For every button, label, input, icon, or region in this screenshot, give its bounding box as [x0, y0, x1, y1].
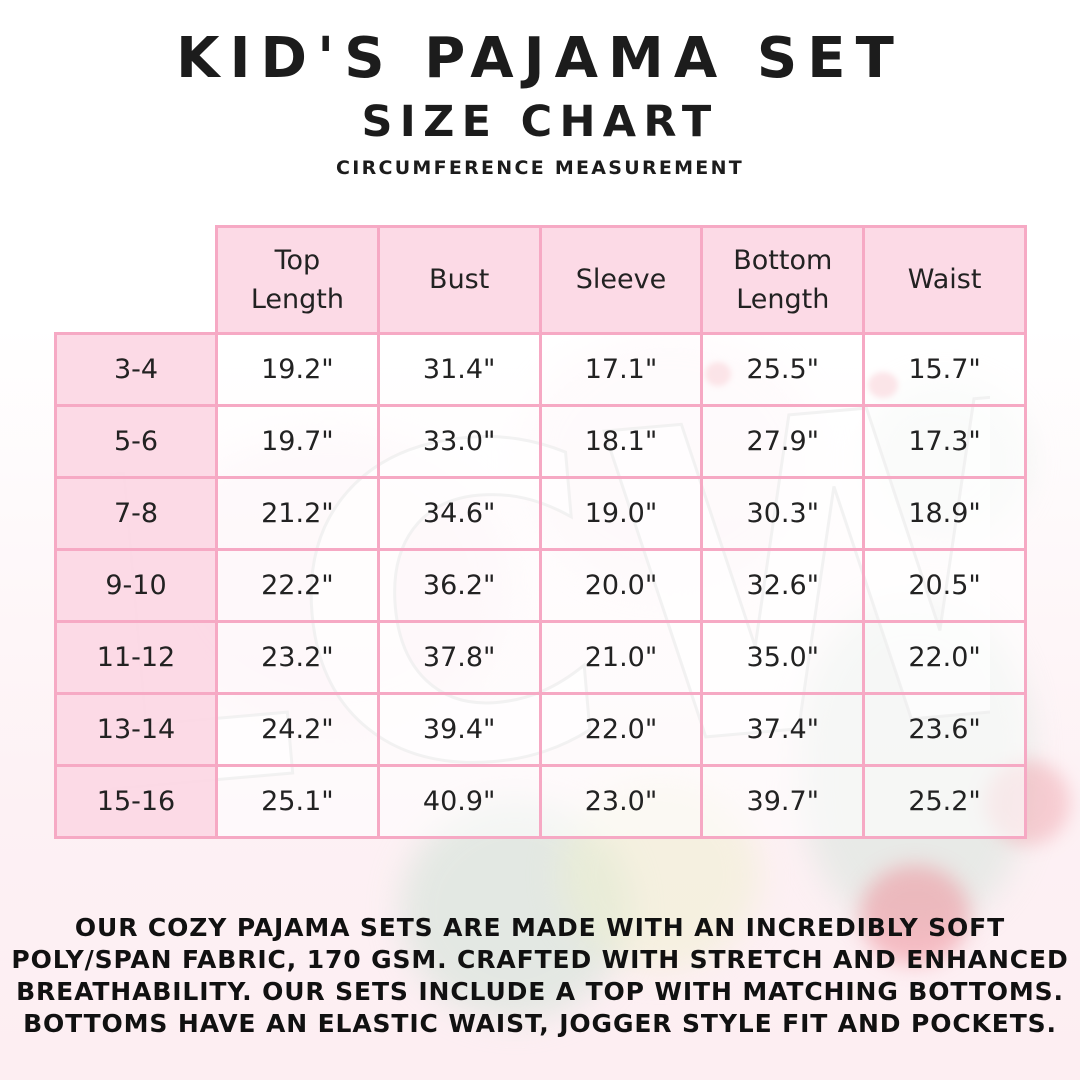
table-row: 7-8 21.2" 34.6" 19.0" 30.3" 18.9"	[54, 476, 1027, 551]
column-header-sleeve: Sleeve	[538, 225, 704, 335]
size-chart-table: Top Length Bust Sleeve Bottom Length Wai…	[54, 225, 1027, 839]
measurement-note: CIRCUMFERENCE MEASUREMENT	[336, 157, 744, 179]
measurement-cell: 34.6"	[376, 476, 542, 551]
measurement-cell: 25.1"	[215, 764, 380, 839]
header-row: Top Length Bust Sleeve Bottom Length Wai…	[56, 225, 1027, 335]
measurement-cell: 21.0"	[538, 620, 704, 695]
measurement-cell: 19.2"	[215, 332, 380, 407]
description-line: BOTTOMS HAVE AN ELASTIC WAIST, JOGGER ST…	[23, 1009, 1057, 1038]
measurement-cell: 17.1"	[538, 332, 704, 407]
measurement-cell: 23.6"	[862, 692, 1027, 767]
measurement-cell: 39.4"	[376, 692, 542, 767]
measurement-cell: 37.4"	[700, 692, 866, 767]
description-line: POLY/SPAN FABRIC, 170 GSM. CRAFTED WITH …	[11, 945, 1069, 974]
table-row: 3-4 19.2" 31.4" 17.1" 25.5" 15.7"	[54, 332, 1027, 407]
page-subtitle: SIZE CHART	[361, 97, 719, 147]
measurement-cell: 25.2"	[862, 764, 1027, 839]
measurement-cell: 33.0"	[376, 404, 542, 479]
measurement-cell: 30.3"	[700, 476, 866, 551]
measurement-cell: 18.1"	[538, 404, 704, 479]
measurement-cell: 17.3"	[862, 404, 1027, 479]
header: KID'S PAJAMA SET SIZE CHART CIRCUMFERENC…	[0, 0, 1080, 179]
table-row: 11-12 23.2" 37.8" 21.0" 35.0" 22.0"	[54, 620, 1027, 695]
measurement-cell: 18.9"	[862, 476, 1027, 551]
measurement-cell: 35.0"	[700, 620, 866, 695]
size-label: 3-4	[54, 332, 218, 407]
measurement-cell: 23.2"	[215, 620, 380, 695]
size-label: 7-8	[54, 476, 218, 551]
table-row: 13-14 24.2" 39.4" 22.0" 37.4" 23.6"	[54, 692, 1027, 767]
measurement-cell: 27.9"	[700, 404, 866, 479]
measurement-cell: 19.7"	[215, 404, 380, 479]
column-header-top-length: Top Length	[215, 225, 380, 335]
description-line: BREATHABILITY. OUR SETS INCLUDE A TOP WI…	[16, 977, 1064, 1006]
table-row: 5-6 19.7" 33.0" 18.1" 27.9" 17.3"	[54, 404, 1027, 479]
measurement-cell: 36.2"	[376, 548, 542, 623]
corner-cell	[56, 227, 217, 334]
measurement-cell: 22.2"	[215, 548, 380, 623]
measurement-cell: 19.0"	[538, 476, 704, 551]
measurement-cell: 37.8"	[376, 620, 542, 695]
measurement-cell: 32.6"	[700, 548, 866, 623]
size-label: 9-10	[54, 548, 218, 623]
page-title: KID'S PAJAMA SET	[176, 26, 904, 91]
measurement-cell: 31.4"	[376, 332, 542, 407]
size-label: 5-6	[54, 404, 218, 479]
column-header-waist: Waist	[862, 225, 1027, 335]
measurement-cell: 25.5"	[700, 332, 866, 407]
size-label: 13-14	[54, 692, 218, 767]
measurement-cell: 21.2"	[215, 476, 380, 551]
measurement-cell: 20.5"	[862, 548, 1027, 623]
table-row: 15-16 25.1" 40.9" 23.0" 39.7" 25.2"	[54, 764, 1027, 839]
measurement-cell: 40.9"	[376, 764, 542, 839]
column-header-bust: Bust	[376, 225, 542, 335]
measurement-cell: 22.0"	[862, 620, 1027, 695]
product-description: OUR COZY PAJAMA SETS ARE MADE WITH AN IN…	[0, 912, 1080, 1040]
measurement-cell: 20.0"	[538, 548, 704, 623]
size-label: 15-16	[54, 764, 218, 839]
measurement-cell: 24.2"	[215, 692, 380, 767]
description-line: OUR COZY PAJAMA SETS ARE MADE WITH AN IN…	[74, 913, 1006, 942]
measurement-cell: 23.0"	[538, 764, 704, 839]
measurement-cell: 15.7"	[862, 332, 1027, 407]
measurement-cell: 39.7"	[700, 764, 866, 839]
measurement-cell: 22.0"	[538, 692, 704, 767]
size-label: 11-12	[54, 620, 218, 695]
table-row: 9-10 22.2" 36.2" 20.0" 32.6" 20.5"	[54, 548, 1027, 623]
column-header-bottom-length: Bottom Length	[700, 225, 866, 335]
